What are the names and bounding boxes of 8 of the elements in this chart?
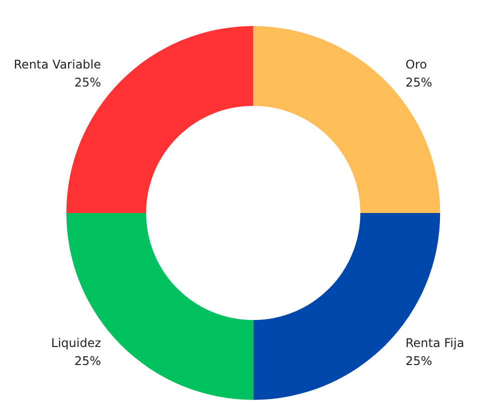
slice-label: Renta Variable xyxy=(14,58,102,72)
data-label: 25% xyxy=(405,76,432,90)
slice-label: Liquidez xyxy=(51,336,102,350)
slice-label: Oro xyxy=(405,58,427,72)
slice-label: Renta Fija xyxy=(405,336,464,350)
data-label: 25% xyxy=(74,76,102,90)
data-label: 25% xyxy=(74,354,102,368)
data-label: 25% xyxy=(405,354,432,368)
